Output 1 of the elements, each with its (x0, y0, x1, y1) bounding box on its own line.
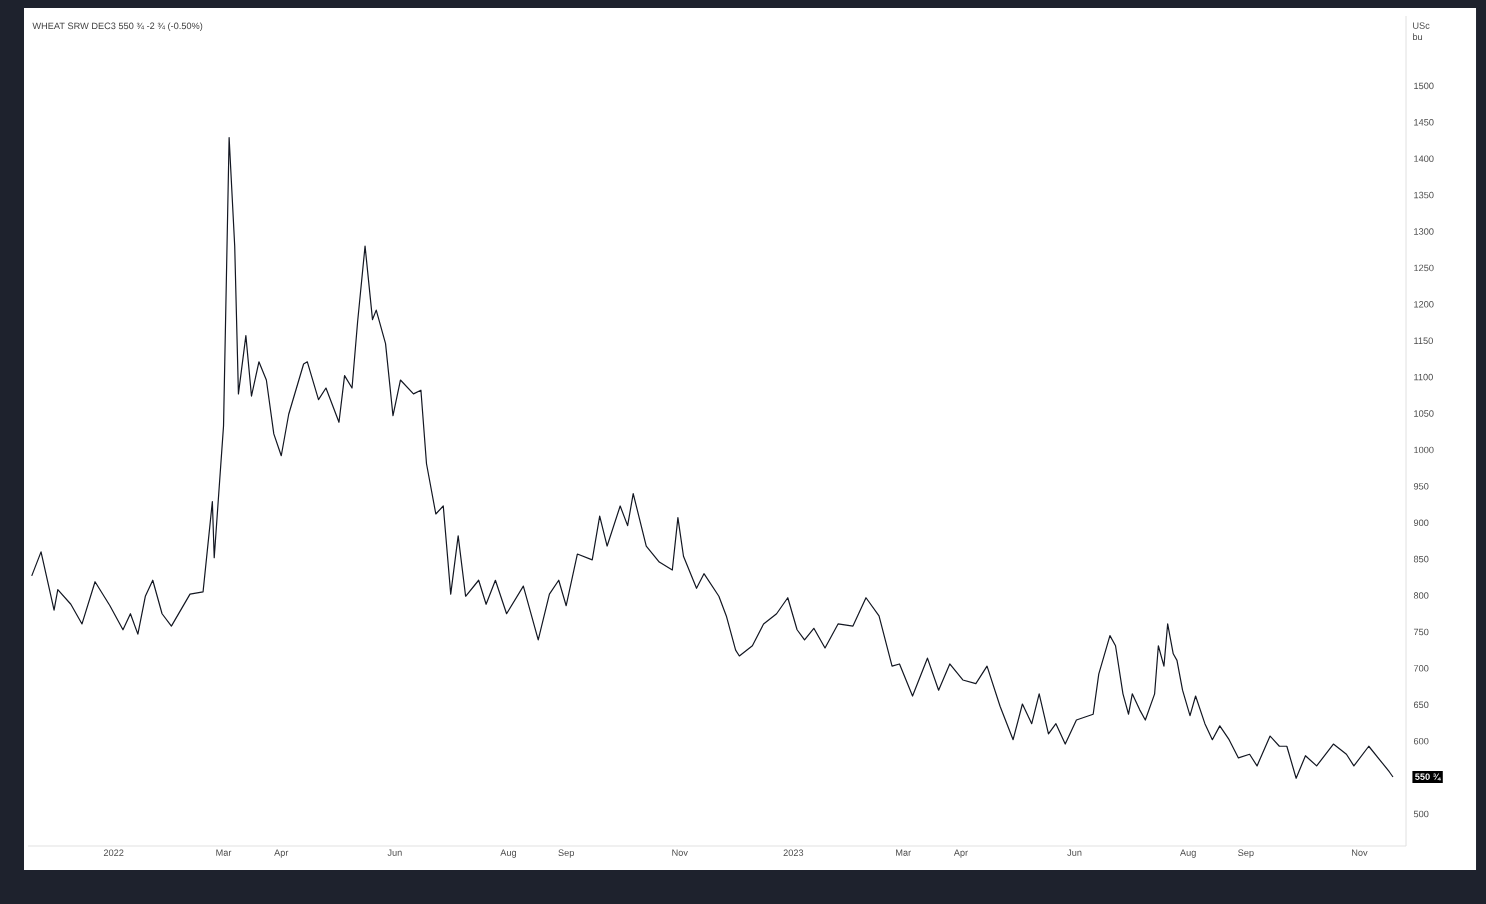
line-series (31, 136, 1394, 779)
